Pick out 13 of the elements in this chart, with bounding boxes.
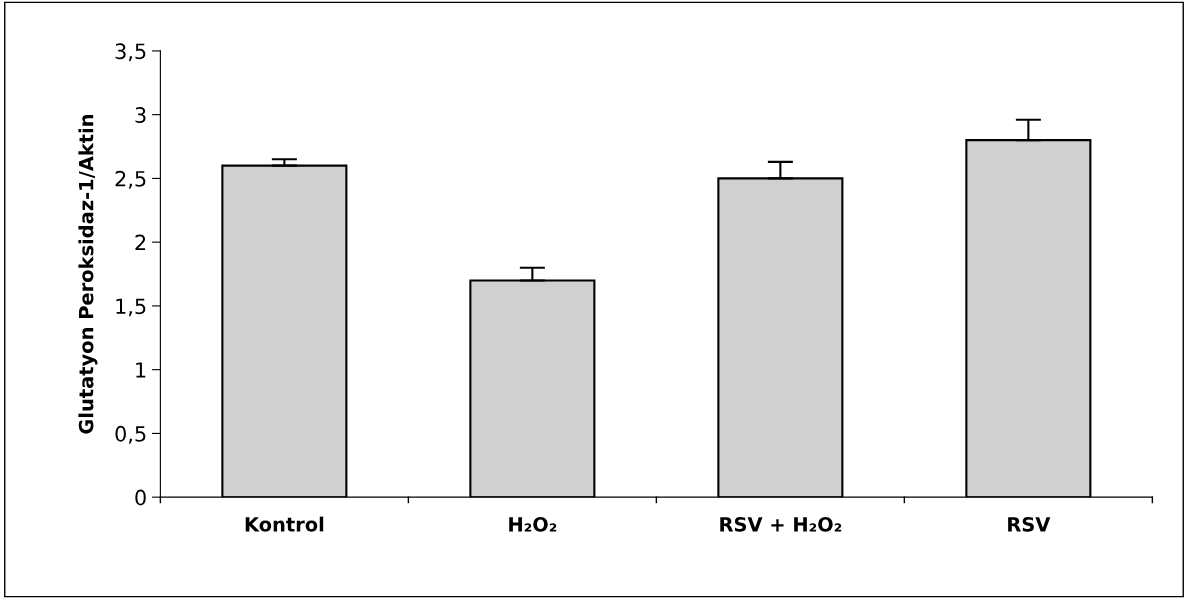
y-tick-label: 1 — [136, 362, 146, 378]
y-tick-label: 3,5 — [115, 43, 146, 62]
x-tick-label: H₂O₂ — [509, 516, 557, 532]
y-tick-label: 2,5 — [115, 170, 146, 189]
y-tick-label: 3 — [135, 107, 146, 123]
y-tick-label: 1,5 — [116, 298, 146, 317]
y-tick-label: 2 — [135, 234, 146, 251]
x-tick-label: RSV — [1008, 516, 1051, 532]
y-tick-label: 0,5 — [115, 425, 146, 444]
x-tick-label: Kontrol — [245, 516, 324, 532]
y-tick-label: 0 — [135, 489, 146, 506]
x-tick-label: RSV + H₂O₂ — [720, 516, 842, 532]
y-axis-title: Glutatyon Peroksidaz-1/Aktin — [78, 114, 98, 434]
